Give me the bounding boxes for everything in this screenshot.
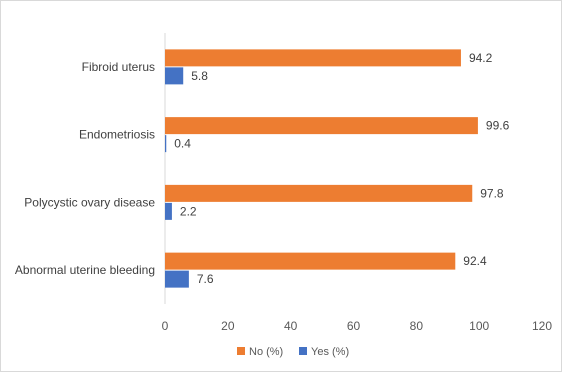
x-tick-label: 100 — [469, 319, 489, 333]
x-tick-label: 60 — [347, 319, 361, 333]
data-label: 2.2 — [180, 204, 197, 218]
data-label: 94.2 — [469, 51, 493, 65]
x-tick-label: 80 — [410, 319, 424, 333]
category-label: Polycystic ovary disease — [24, 195, 155, 209]
legend-label: No (%) — [249, 346, 283, 358]
category-label: Fibroid uterus — [82, 60, 155, 74]
legend-label: Yes (%) — [311, 346, 349, 358]
category-label: Abnormal uterine bleeding — [15, 263, 155, 277]
bar-yes — [165, 270, 189, 288]
data-label: 97.8 — [480, 186, 504, 200]
bar-no — [165, 117, 478, 135]
data-label: 0.4 — [174, 137, 191, 151]
data-label: 7.6 — [197, 272, 214, 286]
data-label: 92.4 — [463, 254, 487, 268]
bar-no — [165, 184, 473, 202]
x-tick-label: 120 — [532, 319, 552, 333]
data-label: 5.8 — [191, 69, 208, 83]
data-label: 99.6 — [486, 119, 510, 133]
bar-yes — [165, 67, 184, 85]
x-tick-label: 20 — [221, 319, 235, 333]
bar-no — [165, 49, 461, 67]
legend-swatch — [299, 347, 307, 355]
x-tick-label: 40 — [284, 319, 298, 333]
x-tick-label: 0 — [162, 319, 169, 333]
category-label: Endometriosis — [79, 128, 155, 142]
legend-swatch — [237, 347, 245, 355]
bar-yes — [165, 135, 167, 153]
bar-yes — [165, 202, 172, 220]
bar-no — [165, 252, 456, 270]
